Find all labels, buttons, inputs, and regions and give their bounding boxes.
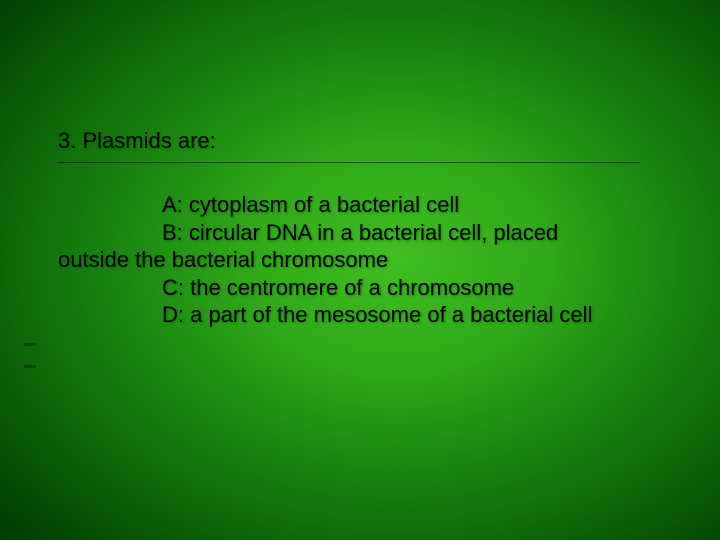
- answer-a-line: A: cytoplasm of a bacterial cell: [58, 191, 680, 219]
- question-text: Plasmids are:: [82, 128, 215, 153]
- answer-d-line: D: a part of the mesosome of a bacterial…: [58, 301, 680, 329]
- question-title: 3. Plasmids are:: [58, 128, 680, 154]
- answer-b-line2: outside the bacterial chromosome: [58, 246, 680, 274]
- answer-d: D: a part of the mesosome of a bacterial…: [162, 302, 592, 327]
- mark-1: [24, 343, 36, 346]
- title-underline: [58, 162, 640, 163]
- question-number: 3.: [58, 128, 76, 153]
- answers-block: A: cytoplasm of a bacterial cell B: circ…: [58, 191, 680, 329]
- slide-content: 3. Plasmids are: A: cytoplasm of a bacte…: [58, 128, 680, 329]
- answer-c-line: C: the centromere of a chromosome: [58, 274, 680, 302]
- mark-2: [24, 365, 36, 368]
- answer-c: C: the centromere of a chromosome: [162, 275, 514, 300]
- answer-a: A: cytoplasm of a bacterial cell: [162, 192, 459, 217]
- answer-b-part1: B: circular DNA in a bacterial cell, pla…: [162, 220, 558, 245]
- answer-b-part2: outside the bacterial chromosome: [58, 247, 388, 272]
- decorative-marks: [24, 343, 38, 385]
- answer-b-line1: B: circular DNA in a bacterial cell, pla…: [58, 219, 680, 247]
